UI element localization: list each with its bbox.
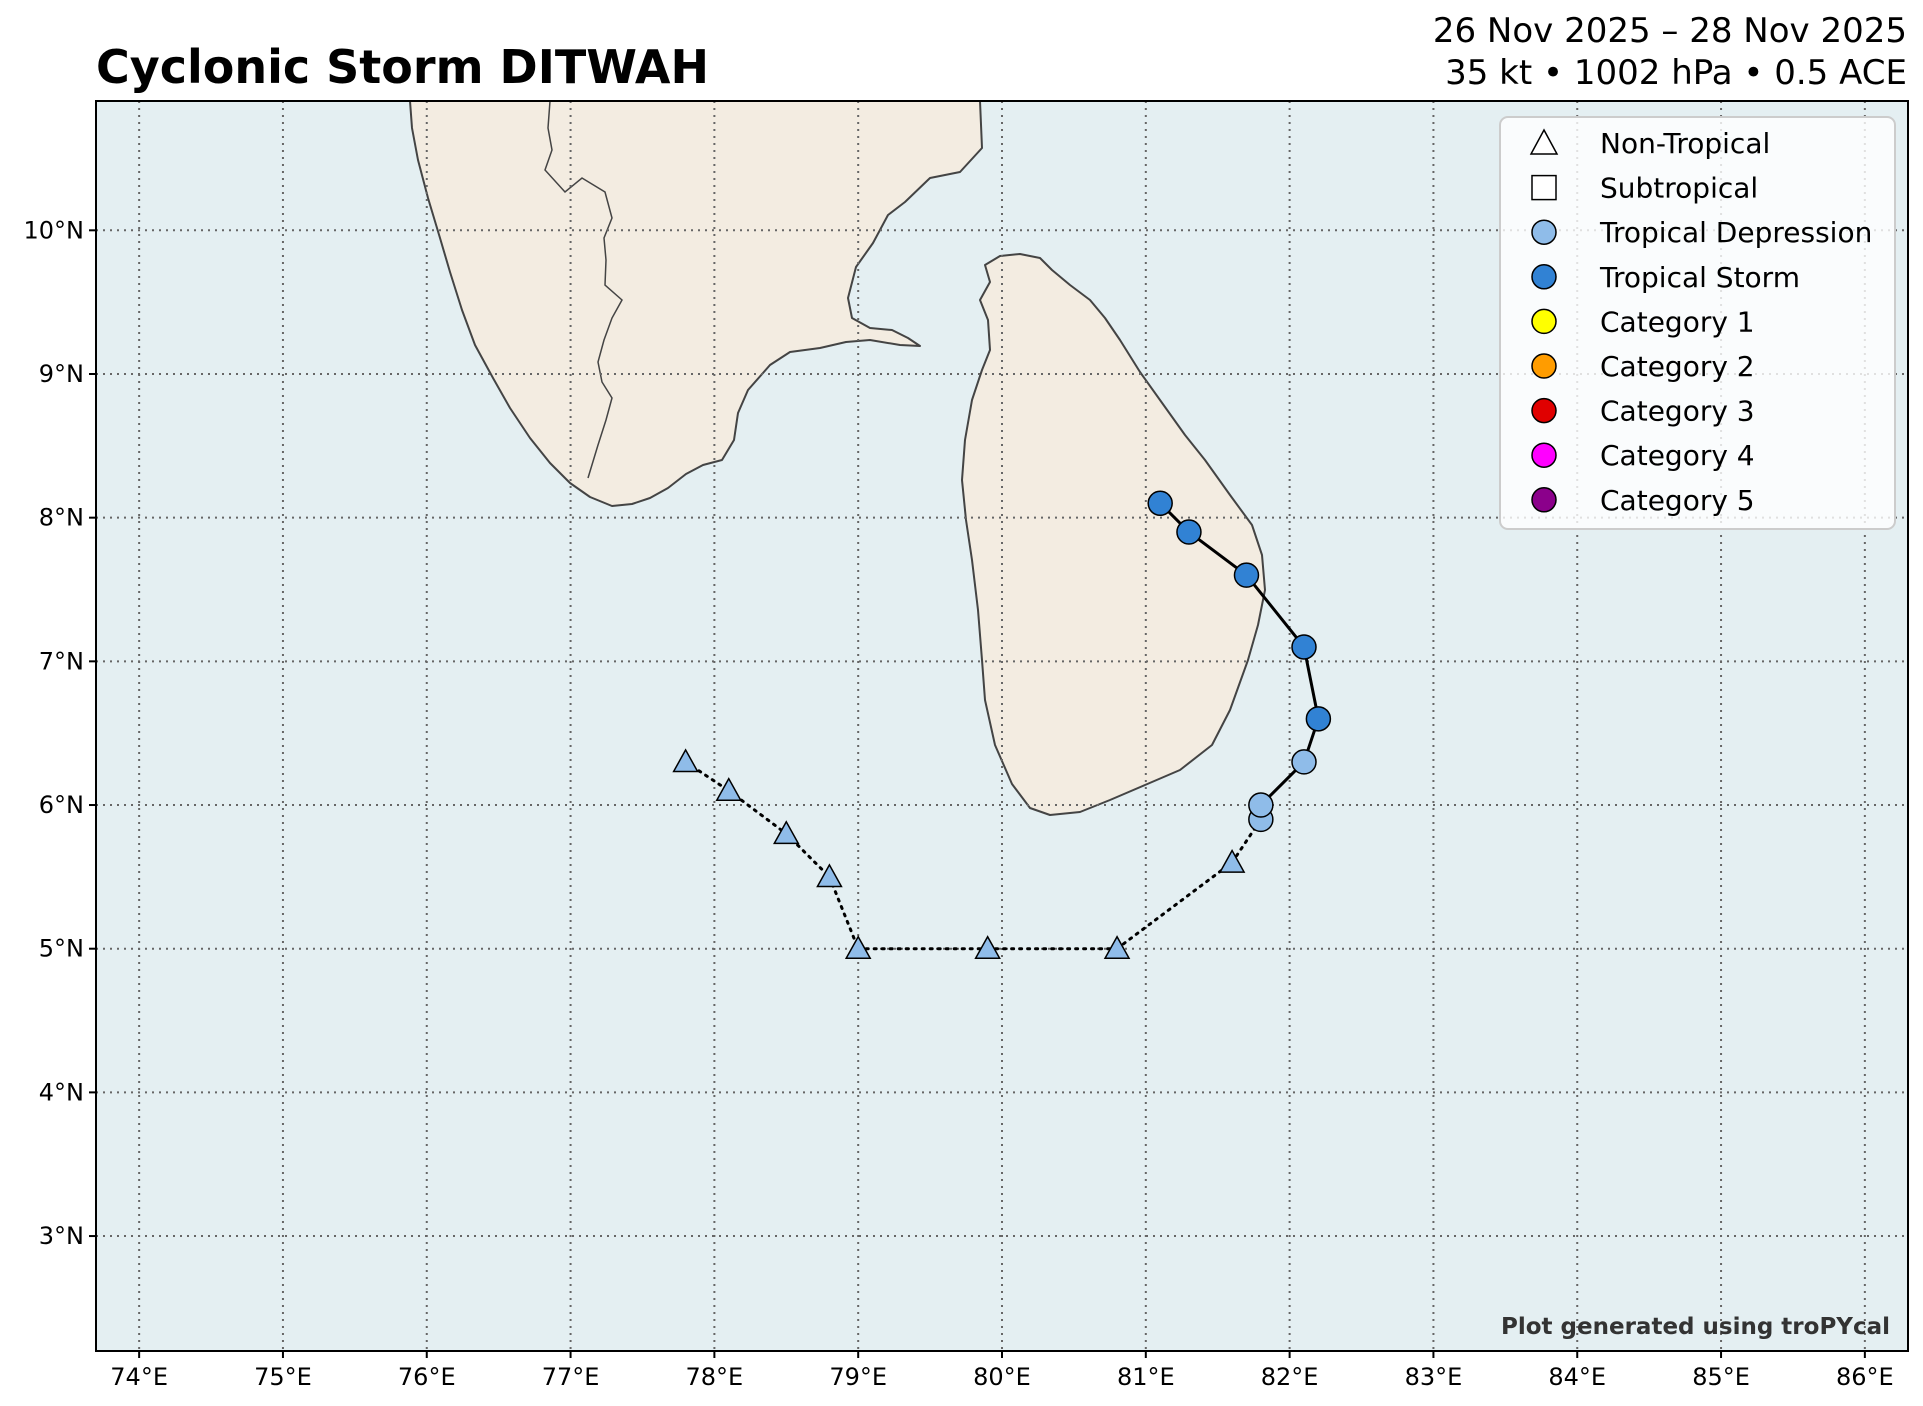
legend-square-marker <box>1531 174 1557 201</box>
storm-stats: 35 kt • 1002 hPa • 0.5 ACE <box>1445 53 1907 93</box>
track-segment-solid <box>1244 573 1306 649</box>
lon-tick-label: 81°E <box>1117 1363 1175 1391</box>
track-point-triangle <box>773 820 800 845</box>
lat-tick-label: 6°N <box>39 791 84 819</box>
legend-items: Non-Tropical Subtropical Tropical Depressi… <box>1529 127 1872 517</box>
track-point-triangle <box>715 777 743 802</box>
lon-tick-label: 86°E <box>1836 1363 1894 1391</box>
track-point-circle <box>1248 792 1274 818</box>
legend-circle-marker <box>1531 487 1557 513</box>
legend-circle-marker <box>1531 397 1557 424</box>
graticule <box>96 101 1908 1351</box>
axis-ticks: 74°E 75°E 76°E 77°E 78°E 79°E 80°E 81°E 82°E 83°E… <box>24 216 1894 1391</box>
lat-tick-label: 4°N <box>39 1078 84 1106</box>
legend-box <box>1499 116 1896 530</box>
track-point-circle <box>1233 562 1260 588</box>
legend-circle-marker <box>1531 264 1557 290</box>
lat-tick-label: 8°N <box>39 504 84 532</box>
lon-tick-label: 82°E <box>1261 1363 1319 1391</box>
storm-summary: 26 Nov 2025 – 28 Nov 2025 35 kt • 1002 h… <box>1433 10 1907 94</box>
legend-circle-marker <box>1531 308 1557 335</box>
track-segment-dotted <box>827 875 860 951</box>
legend-circle-marker <box>1531 442 1557 468</box>
lon-tick-label: 74°E <box>110 1363 168 1391</box>
legend-label: Category 1 <box>1600 305 1755 338</box>
lon-tick-label: 83°E <box>1405 1363 1463 1391</box>
lon-tick-label: 75°E <box>254 1363 312 1391</box>
legend-label: Category 5 <box>1600 484 1755 517</box>
legend-label: Category 2 <box>1600 350 1755 383</box>
legend: Non-Tropical Subtropical Tropical Depressi… <box>1499 116 1896 530</box>
lon-tick-label: 84°E <box>1548 1363 1606 1391</box>
track-point-circle <box>1176 519 1202 545</box>
track-point-circle <box>1291 634 1317 660</box>
india-landmass <box>409 101 983 507</box>
track-point-circle <box>1305 706 1332 732</box>
sri-lanka-landmass <box>961 253 1266 816</box>
legend-label: Category 4 <box>1600 439 1755 472</box>
legend-label: Subtropical <box>1600 172 1758 205</box>
track-point-triangle <box>1218 848 1246 873</box>
legend-label: Tropical Storm <box>1599 261 1800 294</box>
date-range: 26 Nov 2025 – 28 Nov 2025 <box>1432 11 1907 51</box>
lon-tick-label: 77°E <box>542 1363 600 1391</box>
lon-tick-label: 80°E <box>973 1363 1031 1391</box>
credit-text: Plot generated using troPYcal <box>1501 1314 1890 1340</box>
state-boundary <box>544 101 623 479</box>
track-point-triangle <box>844 935 872 960</box>
legend-label: Tropical Depression <box>1599 216 1872 249</box>
track-point-triangle <box>672 748 699 773</box>
lon-tick-label: 79°E <box>829 1363 887 1391</box>
lon-tick-label: 76°E <box>398 1363 456 1391</box>
lat-tick-label: 10°N <box>24 216 85 244</box>
storm-track[interactable] <box>672 490 1332 960</box>
track-segment-dotted <box>1115 860 1234 951</box>
track-point-circle <box>1147 490 1173 517</box>
track-point-triangle <box>816 863 843 888</box>
lat-tick-label: 9°N <box>39 360 84 388</box>
legend-circle-marker <box>1531 219 1557 245</box>
lon-tick-label: 78°E <box>686 1363 744 1391</box>
legend-circle-marker <box>1531 353 1557 379</box>
legend-triangle-marker <box>1529 128 1559 155</box>
lon-tick-label: 85°E <box>1692 1363 1750 1391</box>
track-point-triangle <box>974 935 1001 960</box>
lat-tick-label: 7°N <box>39 647 84 675</box>
lat-tick-label: 5°N <box>39 935 84 963</box>
page-title: Cyclonic Storm DITWAH <box>96 40 709 94</box>
track-point-triangle <box>1103 935 1131 960</box>
lat-tick-label: 3°N <box>39 1222 84 1250</box>
legend-label: Non-Tropical <box>1600 127 1770 160</box>
legend-label: Category 3 <box>1600 395 1755 428</box>
track-point-circle <box>1291 749 1317 775</box>
